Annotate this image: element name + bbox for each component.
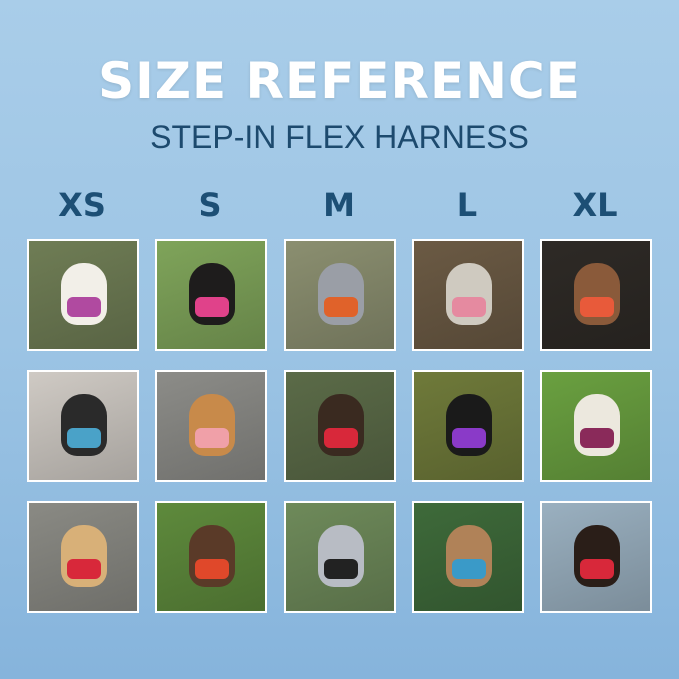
size-label-m: M [323, 186, 355, 224]
harness [67, 428, 101, 448]
harness [580, 297, 614, 317]
dog-photo-s-1 [155, 239, 267, 351]
size-label-s: S [198, 186, 222, 224]
harness [67, 559, 101, 579]
dog-photo-xs-2 [27, 370, 139, 482]
size-label-xs: XS [58, 186, 106, 224]
dog-photo-m-3 [284, 501, 396, 613]
harness [195, 559, 229, 579]
page-subtitle: STEP-IN FLEX HARNESS [150, 119, 529, 155]
harness [580, 428, 614, 448]
dog-photo-xl-3 [540, 501, 652, 613]
harness [195, 428, 229, 448]
harness [67, 297, 101, 317]
dog-photo-xs-3 [27, 501, 139, 613]
dog-photo-xl-1 [540, 239, 652, 351]
dog-photo-l-1 [412, 239, 524, 351]
dog-photo-l-3 [412, 501, 524, 613]
dog-photo-s-3 [155, 501, 267, 613]
harness [452, 428, 486, 448]
harness [324, 559, 358, 579]
size-label-l: L [456, 186, 478, 224]
harness [324, 428, 358, 448]
size-label-xl: XL [572, 186, 618, 224]
dog-photo-m-2 [284, 370, 396, 482]
dog-photo-xs-1 [27, 239, 139, 351]
dog-photo-xl-2 [540, 370, 652, 482]
harness [580, 559, 614, 579]
page-title: SIZE REFERENCE [98, 52, 581, 110]
harness [452, 559, 486, 579]
harness [195, 297, 229, 317]
dog-photo-m-1 [284, 239, 396, 351]
harness [452, 297, 486, 317]
dog-photo-l-2 [412, 370, 524, 482]
dog-photo-s-2 [155, 370, 267, 482]
harness [324, 297, 358, 317]
